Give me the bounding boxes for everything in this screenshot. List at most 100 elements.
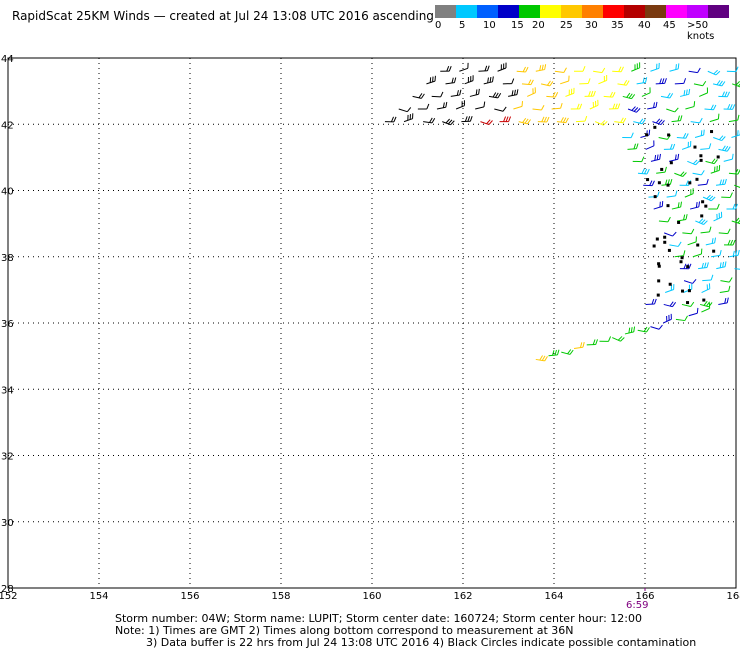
wind-barb [469,88,480,97]
wind-barb [548,349,560,357]
wind-barb [701,283,711,293]
x-tick-label: 168 [726,591,740,600]
legend-label: 5 [459,20,466,31]
wind-barb [417,103,430,110]
wind-barb [718,145,731,152]
wind-barb [431,91,444,98]
contamination-marker [686,301,690,305]
wind-barb [728,168,740,175]
wind-barb [551,102,563,110]
contamination-marker [680,256,684,260]
legend-swatch [624,5,645,18]
legend-label: 35 [611,20,624,31]
wind-barb [705,158,718,165]
wind-barb [645,140,655,150]
wind-barb [423,117,436,124]
contamination-marker [655,237,659,241]
wind-barb [589,99,599,110]
wind-barb [442,118,455,126]
wind-barb [666,190,678,198]
wind-barb [475,101,486,110]
x-tick-label: 160 [362,591,381,600]
wind-barb [705,237,717,246]
wind-barb [669,63,680,72]
wind-barb [455,100,465,110]
wind-barb [647,101,658,110]
wind-barb [675,315,688,322]
legend-label: 40 [638,20,651,31]
wind-barb [689,201,701,210]
wind-barb [627,143,639,150]
wind-barb [608,103,621,110]
wind-barb [584,90,596,97]
wind-barb [713,135,726,142]
contamination-marker [704,204,708,208]
wind-barb [412,93,425,99]
y-tick-label: 30 [1,518,14,529]
wind-barb [546,91,559,98]
wind-barb [518,117,531,125]
wind-barb [687,159,700,166]
wind-barb [656,166,667,174]
legend-swatch [456,5,477,18]
wind-barb [494,106,507,112]
wind-barb [700,300,713,308]
wind-barb [674,250,686,258]
contamination-marker [657,279,661,283]
y-tick-label: 40 [1,187,14,198]
wind-barb [728,114,740,123]
wind-barb [483,76,494,85]
wind-barb [535,355,548,362]
wind-barb [671,201,683,210]
time-label: 6:59 [626,600,649,611]
x-tick-label: 164 [544,591,563,600]
wind-barb [721,192,733,198]
legend-swatch [477,5,498,18]
contamination-marker [701,200,705,204]
wind-barb [633,118,646,125]
wind-barb [403,113,414,123]
contamination-marker [710,130,714,134]
wind-barb [426,75,436,85]
wind-barb [540,80,554,87]
legend-swatch [561,5,582,18]
wind-barb [702,194,716,202]
wind-barb [502,78,515,85]
wind-barb [499,116,512,123]
wind-barb [527,87,536,97]
wind-barb [699,87,709,97]
wind-barb [679,263,692,270]
legend-swatch [435,5,456,18]
wind-barb [693,80,707,87]
x-tick-label: 152 [0,591,18,600]
wind-barb [594,120,608,126]
x-tick-label: 158 [271,591,290,600]
wind-barb [695,218,708,225]
wind-barb [700,226,712,234]
wind-barb [603,91,616,98]
wind-barb [681,140,692,150]
wind-barb [713,211,723,222]
wind-barb [665,284,675,293]
wind-barb [708,203,720,210]
wind-barb [731,81,740,88]
wind-barb [398,107,412,113]
wind-barb [709,113,720,123]
wind-barb [516,66,529,73]
wind-barb [674,78,687,85]
wind-barb [384,116,397,123]
wind-barb [650,324,663,330]
wind-barb [674,171,687,177]
y-tick-label: 32 [1,452,14,463]
wind-barb [710,165,721,174]
wind-barb [574,66,586,72]
wind-barb [697,178,709,186]
wind-barb [556,117,569,124]
wind-barb [669,153,680,162]
wind-speed-legend: 0 5 10 15 20 25 30 35 40 45 >50 knots [435,5,729,42]
wind-barb [622,92,636,100]
wind-barb [682,228,695,235]
wind-barb [632,156,645,163]
wind-barb [488,92,502,99]
wind-barb [692,248,703,258]
